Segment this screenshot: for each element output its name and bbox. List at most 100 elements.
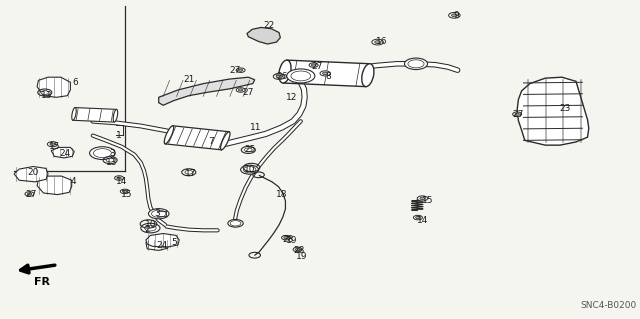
Text: 24: 24: [156, 241, 168, 250]
Text: 27: 27: [513, 110, 524, 119]
Ellipse shape: [244, 148, 252, 152]
Text: 27: 27: [230, 66, 241, 75]
Polygon shape: [37, 176, 72, 195]
Text: 13: 13: [41, 91, 52, 100]
Text: 2: 2: [145, 225, 150, 234]
Text: 16: 16: [376, 37, 387, 46]
Ellipse shape: [416, 216, 420, 219]
Ellipse shape: [221, 132, 230, 150]
Text: 9: 9: [454, 11, 459, 20]
Ellipse shape: [420, 197, 425, 200]
Ellipse shape: [106, 158, 114, 162]
Text: 22: 22: [263, 21, 275, 30]
Polygon shape: [37, 77, 70, 97]
Ellipse shape: [515, 113, 520, 115]
Ellipse shape: [90, 147, 115, 160]
Ellipse shape: [273, 74, 285, 79]
Text: 15: 15: [121, 190, 132, 199]
Ellipse shape: [113, 109, 118, 122]
Ellipse shape: [25, 192, 34, 196]
Ellipse shape: [408, 60, 424, 68]
Ellipse shape: [243, 167, 256, 173]
Text: 10: 10: [244, 165, 255, 174]
Ellipse shape: [362, 64, 374, 87]
Polygon shape: [283, 60, 370, 87]
Ellipse shape: [145, 225, 156, 231]
Text: 19: 19: [286, 236, 298, 245]
Text: 27: 27: [312, 63, 323, 71]
Text: 28: 28: [282, 235, 294, 244]
Ellipse shape: [116, 177, 122, 179]
Text: 18: 18: [276, 190, 287, 199]
Ellipse shape: [238, 89, 243, 91]
Text: 24: 24: [60, 149, 71, 158]
Polygon shape: [14, 167, 48, 182]
Text: 14: 14: [417, 216, 428, 225]
Polygon shape: [159, 77, 255, 105]
Polygon shape: [146, 234, 179, 247]
Text: 8: 8: [326, 72, 331, 81]
Text: 17: 17: [185, 169, 196, 178]
Ellipse shape: [47, 142, 58, 147]
Polygon shape: [146, 239, 169, 250]
Ellipse shape: [404, 58, 428, 70]
Ellipse shape: [164, 126, 173, 144]
Ellipse shape: [320, 71, 330, 76]
Ellipse shape: [93, 149, 111, 158]
Ellipse shape: [372, 39, 383, 45]
Ellipse shape: [27, 193, 32, 195]
Text: 21: 21: [184, 75, 195, 84]
Ellipse shape: [123, 190, 127, 192]
Polygon shape: [247, 27, 280, 44]
Ellipse shape: [287, 69, 315, 83]
Text: FR: FR: [35, 277, 51, 287]
Text: 27: 27: [25, 190, 36, 199]
Ellipse shape: [284, 237, 288, 239]
Ellipse shape: [312, 64, 316, 66]
Ellipse shape: [375, 41, 380, 44]
Text: 13: 13: [106, 158, 118, 167]
Ellipse shape: [185, 170, 193, 174]
Text: 11: 11: [250, 123, 262, 132]
Ellipse shape: [72, 108, 76, 120]
Ellipse shape: [279, 60, 291, 83]
Text: 5: 5: [172, 238, 177, 247]
Text: 15: 15: [422, 197, 433, 205]
Ellipse shape: [141, 223, 160, 233]
Ellipse shape: [276, 75, 282, 78]
Ellipse shape: [152, 210, 166, 217]
Text: 23: 23: [559, 104, 571, 113]
Ellipse shape: [323, 72, 328, 75]
Ellipse shape: [50, 143, 55, 145]
Text: 14: 14: [116, 177, 127, 186]
Ellipse shape: [41, 91, 49, 94]
Ellipse shape: [417, 196, 428, 201]
Ellipse shape: [282, 235, 291, 240]
Text: 7: 7: [209, 137, 214, 146]
Ellipse shape: [230, 221, 241, 226]
Text: 28: 28: [294, 246, 305, 255]
Ellipse shape: [296, 248, 300, 251]
Polygon shape: [165, 126, 229, 150]
Ellipse shape: [449, 12, 460, 18]
Text: 15: 15: [49, 142, 60, 151]
Text: 20: 20: [28, 168, 39, 177]
Ellipse shape: [452, 14, 457, 17]
Text: 12: 12: [285, 93, 297, 102]
Polygon shape: [517, 77, 589, 145]
Text: 4: 4: [71, 177, 76, 186]
Ellipse shape: [236, 88, 245, 92]
Ellipse shape: [148, 209, 169, 219]
Ellipse shape: [291, 71, 310, 81]
Text: 19: 19: [296, 252, 308, 261]
Ellipse shape: [238, 69, 243, 71]
Ellipse shape: [513, 112, 522, 116]
Ellipse shape: [413, 215, 422, 220]
Polygon shape: [73, 108, 116, 122]
Ellipse shape: [236, 68, 245, 72]
Ellipse shape: [309, 63, 318, 67]
Text: 27: 27: [243, 88, 254, 97]
Ellipse shape: [120, 189, 129, 194]
Text: 25: 25: [244, 145, 255, 154]
Text: SNC4-B0200: SNC4-B0200: [580, 301, 637, 310]
